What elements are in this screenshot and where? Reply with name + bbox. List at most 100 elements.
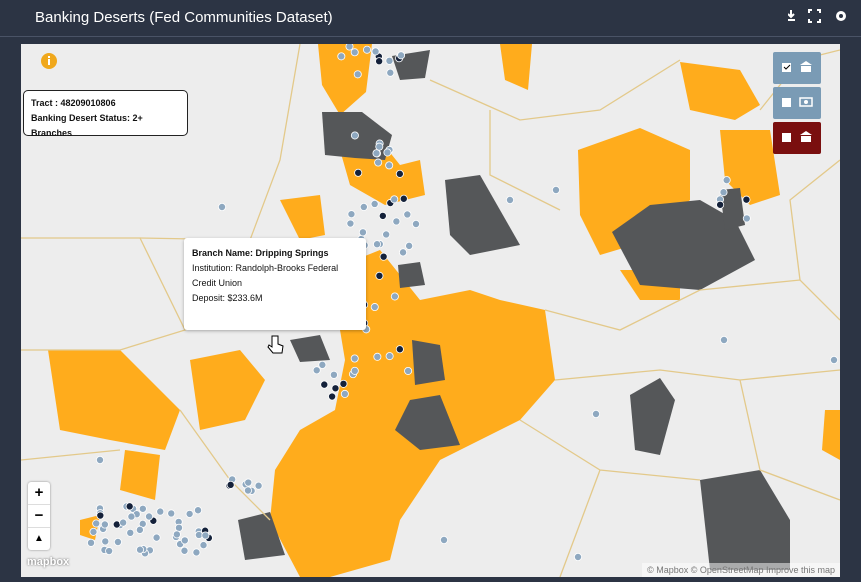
branch-dot[interactable] [370,199,379,208]
branch-dot[interactable] [405,241,414,250]
branch-dot[interactable] [312,366,321,375]
layer-toggle-branches[interactable] [773,52,821,84]
attribution[interactable]: © Mapbox © OpenStreetMap Improve this ma… [642,563,840,577]
branch-dot[interactable] [375,57,384,66]
branch-dot[interactable] [194,506,203,515]
branch-dot[interactable] [92,519,101,528]
branch-dot[interactable] [347,210,356,219]
branch-dot[interactable] [742,195,751,204]
branch-dot[interactable] [119,518,128,527]
info-icon[interactable] [40,52,58,70]
compass[interactable]: ▲ [34,533,44,544]
branch-dot[interactable] [127,512,136,521]
branch-dot[interactable] [374,158,383,167]
branch-dot[interactable] [199,541,208,550]
branch-dot[interactable] [392,217,401,226]
branch-dot[interactable] [385,161,394,170]
branch-dot[interactable] [174,523,183,532]
zoom-out[interactable]: − [28,505,50,528]
branch-dot[interactable] [385,56,394,65]
header-icons[interactable] [788,8,850,24]
branch-dot[interactable] [226,480,235,489]
branch-dot[interactable] [192,548,201,557]
branch-dot[interactable] [113,537,122,546]
branch-dot[interactable] [331,384,340,393]
branch-dot[interactable] [180,546,189,555]
branch-dot[interactable] [399,194,408,203]
branch-dot[interactable] [574,553,583,562]
branch-dot[interactable] [339,379,348,388]
branch-dot[interactable] [350,48,359,57]
branch-dot[interactable] [397,51,406,60]
zoom-in[interactable]: + [28,482,50,505]
branch-dot[interactable] [318,360,327,369]
branch-dot[interactable] [399,248,408,257]
branch-dot[interactable] [830,355,839,364]
branch-dot[interactable] [345,44,354,51]
branch-dot[interactable] [385,352,394,361]
branch-dot[interactable] [320,380,329,389]
branch-dot[interactable] [337,52,346,61]
branch-dot[interactable] [505,195,514,204]
branch-dot[interactable] [720,335,729,344]
branch-dot[interactable] [411,219,420,228]
branch-dot[interactable] [350,131,359,140]
branch-dot[interactable] [363,45,372,54]
branch-dot[interactable] [244,486,253,495]
branch-dot[interactable] [328,392,337,401]
map[interactable]: Tract : 48209010806 Banking Desert Statu… [21,44,840,577]
branch-dot[interactable] [716,200,725,209]
branch-dot[interactable] [404,366,413,375]
branch-dot[interactable] [244,478,253,487]
branch-dot[interactable] [722,176,731,185]
branch-dot[interactable] [135,525,144,534]
branch-dot[interactable] [167,509,176,518]
branch-dot[interactable] [592,409,601,418]
branch-dot[interactable] [217,202,226,211]
branch-dot[interactable] [156,507,165,516]
branch-dot[interactable] [395,169,404,178]
branch-dot[interactable] [359,202,368,211]
branch-dot[interactable] [390,195,399,204]
branch-dot[interactable] [254,481,263,490]
branch-dot[interactable] [340,389,349,398]
branch-dot[interactable] [358,228,367,237]
branch-dot[interactable] [201,531,210,540]
branch-dot[interactable] [125,502,134,511]
branch-dot[interactable] [145,512,154,521]
branch-dot[interactable] [552,185,561,194]
branch-dot[interactable] [386,68,395,77]
branch-dot[interactable] [136,545,145,554]
branch-dot[interactable] [382,230,391,239]
branch-dot[interactable] [383,148,392,157]
branch-dot[interactable] [719,188,728,197]
branch-dot[interactable] [371,47,380,56]
layer-toggle-deserts[interactable] [773,122,821,154]
branch-dot[interactable] [375,142,384,151]
branch-dot[interactable] [742,214,751,223]
branch-dot[interactable] [152,533,161,542]
branch-dot[interactable] [375,271,384,280]
branch-dot[interactable] [403,210,412,219]
branch-dot[interactable] [346,219,355,228]
branch-dot[interactable] [353,70,362,79]
branch-dot[interactable] [105,547,114,556]
branch-dot[interactable] [138,504,147,513]
branch-dot[interactable] [390,292,399,301]
branch-dot[interactable] [370,303,379,312]
branch-dot[interactable] [354,168,363,177]
branch-dot[interactable] [185,509,194,518]
branch-dot[interactable] [373,240,382,249]
layer-toggle-deposits[interactable] [773,87,821,119]
branch-dot[interactable] [395,345,404,354]
branch-dot[interactable] [87,538,96,547]
branch-dot[interactable] [350,366,359,375]
branch-dot[interactable] [100,520,109,529]
branch-dot[interactable] [379,252,388,261]
branch-dot[interactable] [378,211,387,220]
mapbox-logo[interactable]: mapbox [27,556,70,568]
branch-dot[interactable] [329,370,338,379]
branch-dot[interactable] [439,536,448,545]
branch-dot[interactable] [101,537,110,546]
branch-dot[interactable] [180,536,189,545]
